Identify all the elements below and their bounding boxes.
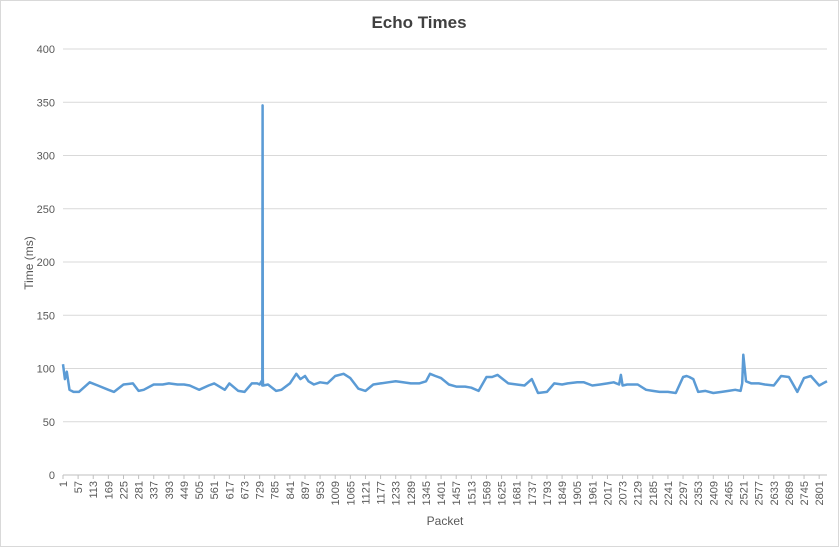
x-tick-label: 1401 xyxy=(436,481,448,505)
y-axis-ticks: 0 50 100 150 200 250 300 350 400 xyxy=(37,44,55,482)
x-tick-label: 1345 xyxy=(421,481,433,505)
x-tick-label: 1793 xyxy=(542,481,554,505)
y-tick-label: 300 xyxy=(37,151,55,163)
x-tick-label: 169 xyxy=(103,481,115,499)
x-tick-label: 785 xyxy=(270,481,282,499)
y-tick-label: 150 xyxy=(37,310,55,322)
x-tick-label: 113 xyxy=(88,481,100,499)
x-tick-label: 841 xyxy=(285,481,297,499)
y-tick-label: 200 xyxy=(37,257,55,269)
x-tick-label: 2745 xyxy=(799,481,811,505)
x-tick-label: 2241 xyxy=(663,481,675,505)
y-tick-label: 100 xyxy=(37,364,55,376)
x-tick-label: 953 xyxy=(315,481,327,499)
x-tick-label: 2633 xyxy=(769,481,781,505)
x-tick-label: 225 xyxy=(118,481,130,499)
x-tick-label: 2073 xyxy=(618,481,630,505)
x-tick-label: 729 xyxy=(255,481,267,499)
x-tick-label: 1737 xyxy=(527,481,539,505)
x-tick-label: 393 xyxy=(164,481,176,499)
x-tick-label: 1849 xyxy=(557,481,569,505)
x-axis-ticks: 1 57 113 169 225 281 337 393 449 505 561 617 673 729 7… xyxy=(58,475,826,505)
x-tick-label: 2185 xyxy=(648,481,660,505)
x-tick-label: 561 xyxy=(209,481,221,499)
x-axis-label: Packet xyxy=(427,514,464,528)
x-tick-label: 337 xyxy=(149,481,161,499)
y-tick-label: 0 xyxy=(49,470,55,482)
x-tick-label: 1177 xyxy=(376,481,388,505)
y-tick-label: 350 xyxy=(37,97,55,109)
x-tick-label: 2129 xyxy=(633,481,645,505)
gridlines xyxy=(63,48,827,423)
x-tick-label: 673 xyxy=(239,481,251,499)
x-tick-label: 505 xyxy=(194,481,206,499)
x-tick-label: 2521 xyxy=(739,481,751,505)
x-tick-label: 2017 xyxy=(602,481,614,505)
x-tick-label: 57 xyxy=(73,481,85,493)
x-tick-label: 1625 xyxy=(497,481,509,505)
x-tick-label: 2409 xyxy=(708,481,720,505)
chart-title: Echo Times xyxy=(371,13,466,32)
x-tick-label: 897 xyxy=(300,481,312,499)
x-tick-label: 1009 xyxy=(330,481,342,505)
y-axis-label: Time (ms) xyxy=(22,236,36,290)
series-layer xyxy=(61,104,828,395)
x-tick-label: 1121 xyxy=(360,481,372,505)
y-tick-label: 400 xyxy=(37,44,55,56)
x-tick-label: 2297 xyxy=(678,481,690,505)
x-tick-label: 1905 xyxy=(572,481,584,505)
x-tick-label: 1457 xyxy=(451,481,463,505)
x-tick-label: 2801 xyxy=(814,481,826,505)
x-tick-label: 1233 xyxy=(391,481,403,505)
x-tick-label: 2465 xyxy=(723,481,735,505)
x-tick-label: 1681 xyxy=(512,481,524,505)
y-tick-label: 250 xyxy=(37,204,55,216)
x-tick-label: 2353 xyxy=(693,481,705,505)
x-tick-label: 1 xyxy=(58,481,70,487)
x-tick-label: 449 xyxy=(179,481,191,499)
y-tick-label: 50 xyxy=(43,417,55,429)
x-tick-label: 617 xyxy=(224,481,236,499)
x-tick-label: 1513 xyxy=(466,481,478,505)
x-tick-label: 1289 xyxy=(406,481,418,505)
series-line-0 xyxy=(61,104,828,395)
x-tick-label: 2689 xyxy=(784,481,796,505)
x-tick-label: 1569 xyxy=(481,481,493,505)
x-tick-label: 1065 xyxy=(345,481,357,505)
x-tick-label: 281 xyxy=(134,481,146,499)
x-tick-label: 1961 xyxy=(587,481,599,505)
x-tick-label: 2577 xyxy=(754,481,766,505)
